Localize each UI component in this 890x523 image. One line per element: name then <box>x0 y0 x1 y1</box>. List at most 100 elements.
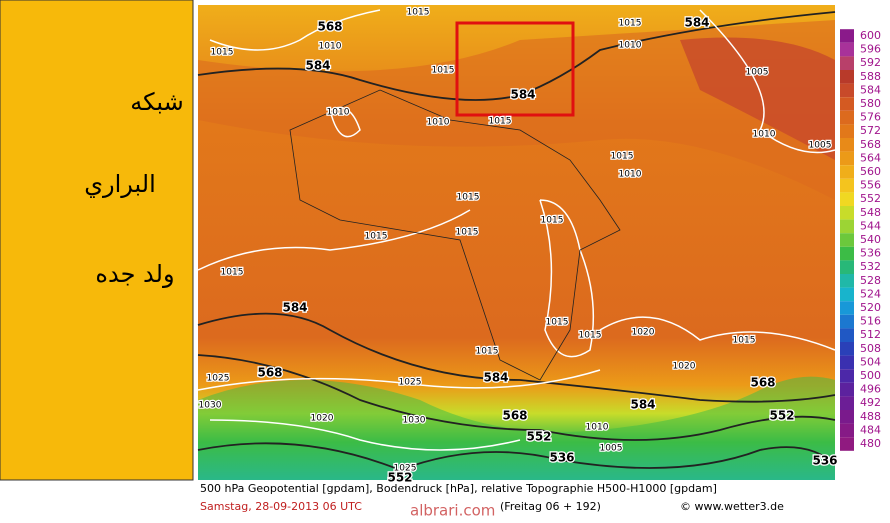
legend-label: 576 <box>860 111 881 124</box>
legend-label: 540 <box>860 233 881 246</box>
legend-swatch <box>840 246 854 261</box>
legend-swatch <box>840 342 854 356</box>
contour-label: 1030 <box>403 416 426 426</box>
contour-label: 1010 <box>753 130 776 140</box>
contour-label: 1010 <box>619 170 642 180</box>
legend-label: 556 <box>860 179 881 192</box>
legend-label: 584 <box>860 83 881 96</box>
footer-caption: 500 hPa Geopotential [gpdam], Bodendruck… <box>200 482 717 495</box>
legend-label: 572 <box>860 124 881 137</box>
contour-label: 1015 <box>579 331 602 341</box>
legend-swatch <box>840 219 854 234</box>
legend-label: 568 <box>860 138 881 151</box>
legend-label: 532 <box>860 260 881 273</box>
legend-swatch <box>840 260 854 274</box>
legend-label: 500 <box>860 369 881 382</box>
legend-swatch <box>840 165 854 179</box>
contour-label: 1005 <box>809 141 832 151</box>
contour-label: 1015 <box>457 193 480 203</box>
contour-label: 584 <box>305 59 330 73</box>
contour-label: 1025 <box>207 374 230 384</box>
legend-swatch <box>840 124 854 138</box>
contour-label: 1015 <box>733 336 756 346</box>
legend-label: 496 <box>860 383 881 396</box>
contour-label: 552 <box>769 409 794 423</box>
legend-swatch <box>840 151 854 166</box>
contour-label: 552 <box>526 430 551 444</box>
height-contours <box>197 11 836 471</box>
contour-label: 1015 <box>619 19 642 29</box>
warm-core <box>680 37 835 160</box>
pressure-contours <box>197 9 836 451</box>
sidebar-text: ولد جده <box>95 260 174 288</box>
legend-label: 512 <box>860 328 881 341</box>
legend-swatch <box>840 382 854 397</box>
legend-label: 492 <box>860 396 881 409</box>
legend-swatch <box>840 314 854 329</box>
legend-label: 484 <box>860 423 881 436</box>
contour-label: 1015 <box>546 318 569 328</box>
legend-swatch <box>840 97 854 111</box>
legend-label: 488 <box>860 410 881 423</box>
contour-label: 1015 <box>407 8 430 18</box>
contour-label: 1015 <box>489 117 512 127</box>
legend-label: 564 <box>860 151 881 164</box>
legend-swatch <box>840 233 854 247</box>
watermark: albrari.com <box>410 502 495 520</box>
legend-label: 592 <box>860 56 881 69</box>
contour-label: 568 <box>317 20 342 34</box>
legend-label: 508 <box>860 342 881 355</box>
legend-swatch <box>840 328 854 342</box>
contour-label: 1020 <box>632 328 655 338</box>
contour-label: 1015 <box>365 232 388 242</box>
legend-label: 588 <box>860 70 881 83</box>
contour-label: 584 <box>630 398 655 412</box>
country-borders <box>289 89 621 381</box>
contour-label: 552 <box>387 471 412 485</box>
legend-label: 596 <box>860 43 881 56</box>
contour-label: 1005 <box>600 444 623 454</box>
contour-label: 1030 <box>199 401 222 411</box>
contour-label: 568 <box>257 366 282 380</box>
legend-label: 480 <box>860 437 881 450</box>
legend-label: 528 <box>860 274 881 287</box>
contour-label: 584 <box>684 16 709 30</box>
legend-swatch <box>840 410 854 424</box>
contour-label: 584 <box>483 371 508 385</box>
legend-swatch <box>840 56 854 70</box>
contour-label: 536 <box>812 454 837 468</box>
contour-label: 1015 <box>221 268 244 278</box>
contour-label: 1010 <box>319 42 342 52</box>
legend-label: 580 <box>860 97 881 110</box>
contour-label: 1015 <box>541 216 564 226</box>
legend-label: 552 <box>860 192 881 205</box>
contour-label: 1010 <box>619 41 642 51</box>
contour-label: 1015 <box>456 228 479 238</box>
legend-swatch <box>840 274 854 288</box>
contour-label: 568 <box>750 376 775 390</box>
legend-swatch <box>840 396 854 410</box>
contour-label: 1020 <box>311 414 334 424</box>
legend-swatch <box>840 301 854 315</box>
contour-label: 584 <box>282 301 307 315</box>
contour-label: 1015 <box>611 152 634 162</box>
legend-swatch <box>840 70 854 84</box>
contour-label: 1015 <box>432 66 455 76</box>
legend-label: 504 <box>860 355 881 368</box>
footer-run: (Freitag 06 + 192) <box>500 500 601 513</box>
footer-source: © www.wetter3.de <box>680 500 784 513</box>
legend-swatch <box>840 287 854 302</box>
contour-label: 1010 <box>586 423 609 433</box>
contour-label: 536 <box>549 451 574 465</box>
sidebar <box>0 0 194 481</box>
warm-region <box>198 20 835 200</box>
legend-swatch <box>840 178 854 193</box>
contour-label: 1015 <box>476 347 499 357</box>
contour-label: 568 <box>502 409 527 423</box>
legend-swatch <box>840 42 854 57</box>
contour-label: 1020 <box>673 362 696 372</box>
contour-label: 1005 <box>746 68 769 78</box>
sidebar-text: البراري <box>84 170 156 198</box>
